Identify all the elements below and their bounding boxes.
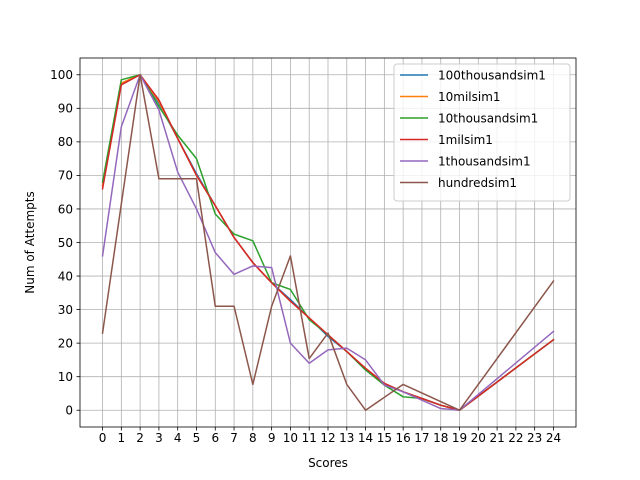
x-tick-label: 6 xyxy=(211,431,219,445)
legend-label: 1thousandsim1 xyxy=(438,155,531,169)
legend-label: 100thousandsim1 xyxy=(438,69,546,83)
series-line-hundredsim1 xyxy=(101,74,555,411)
x-tick-label: 1 xyxy=(118,431,126,445)
x-tick-label: 17 xyxy=(414,431,429,445)
series-line-1milsim1 xyxy=(101,74,555,411)
legend-label: 1milsim1 xyxy=(438,133,493,147)
y-tick-label: 60 xyxy=(58,202,73,216)
legend-label: 10milsim1 xyxy=(438,90,501,104)
y-tick-label: 40 xyxy=(58,269,73,283)
x-tick-label: 15 xyxy=(377,431,392,445)
y-tick-label: 30 xyxy=(58,303,73,317)
x-tick-label: 18 xyxy=(433,431,448,445)
legend-label: 10thousandsim1 xyxy=(438,112,538,126)
x-tick-label: 5 xyxy=(193,431,201,445)
legend: 100thousandsim1 10milsim1 10thousandsim1 1m… xyxy=(393,63,571,202)
y-tick-label: 10 xyxy=(58,370,73,384)
x-tick-label: 11 xyxy=(302,431,317,445)
x-tick-label: 23 xyxy=(527,431,542,445)
x-tick-label: 24 xyxy=(546,431,561,445)
x-tick-label: 0 xyxy=(99,431,107,445)
y-tick-label: 50 xyxy=(58,236,73,250)
y-tick-label: 0 xyxy=(65,404,73,418)
y-axis-label: Num of Attempts xyxy=(23,191,37,294)
y-tick-label: 90 xyxy=(58,102,73,116)
x-axis-label: Scores xyxy=(308,456,348,470)
legend-label: hundredsim1 xyxy=(438,176,517,190)
plot-frame xyxy=(79,57,577,428)
x-tick-label: 12 xyxy=(320,431,335,445)
x-tick-label: 4 xyxy=(174,431,182,445)
y-tick-label: 100 xyxy=(50,68,73,82)
series-lines xyxy=(101,74,555,411)
x-tick-label: 22 xyxy=(508,431,523,445)
x-tick-label: 2 xyxy=(136,431,144,445)
y-tick-label: 70 xyxy=(58,169,73,183)
series-line-1thousandsim1 xyxy=(101,74,555,411)
x-tick-label: 21 xyxy=(489,431,504,445)
x-tick-label: 9 xyxy=(268,431,276,445)
x-tick-label: 20 xyxy=(471,431,486,445)
x-tick-label: 19 xyxy=(452,431,467,445)
x-tick-label: 16 xyxy=(396,431,411,445)
x-tick-label: 10 xyxy=(283,431,298,445)
x-tick-label: 7 xyxy=(230,431,238,445)
legend-box xyxy=(393,63,571,202)
x-tick-label: 13 xyxy=(339,431,354,445)
x-tick-label: 3 xyxy=(155,431,163,445)
y-axis-ticks: 0 10 20 30 40 50 60 70 80 90 100 xyxy=(50,68,80,418)
x-tick-label: 8 xyxy=(249,431,257,445)
y-tick-label: 80 xyxy=(58,135,73,149)
x-axis-ticks: 0 1 2 3 4 5 6 7 8 9 10 11 12 13 14 15 16 17 18 19 20 21 22 23 24 xyxy=(99,427,561,445)
y-tick-label: 20 xyxy=(58,336,73,350)
x-tick-label: 14 xyxy=(358,431,373,445)
